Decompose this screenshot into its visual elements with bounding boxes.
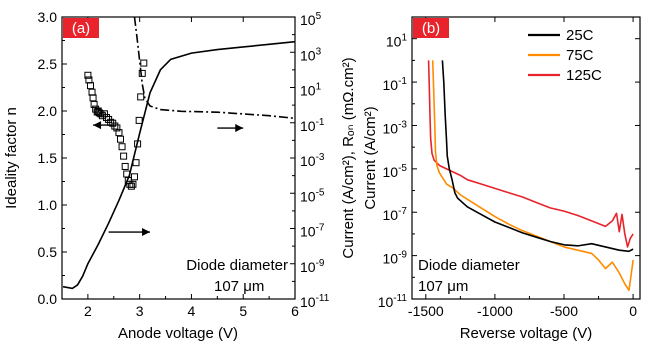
left-y-tick-label: 1.0 <box>38 197 58 213</box>
x-tick-label: 2 <box>84 303 92 319</box>
ideality-factor-marker <box>89 94 97 102</box>
panel-b-tag-box <box>413 18 449 38</box>
series-line-25C <box>441 60 634 253</box>
panel-a-right-y-ticks: 105 103 101 10-1 10-3 10-5 10-7 10-9 10-11 <box>290 11 330 310</box>
ideality-factor-marker <box>135 116 143 124</box>
ideality-factor-marker <box>100 110 108 118</box>
panel-b-tag-text: (b) <box>422 20 440 37</box>
right-y-tick-label: 103 <box>300 46 322 63</box>
ideality-factor-marker <box>93 108 101 116</box>
arrow-right-axis-ron-head <box>235 124 244 133</box>
ideality-factor-marker <box>118 143 126 151</box>
series-line-125C <box>427 60 634 248</box>
panel-a-x-ticks: 2 3 4 5 6 <box>61 17 299 319</box>
right-y-tick-label: 10-7 <box>300 223 325 240</box>
panel-a: 2 3 4 5 6 0.0 0.5 1.0 1.5 2.0 2.5 3.0 105 103 101 10-… <box>3 9 357 342</box>
arrow-right-axis-current-head <box>142 228 151 237</box>
legend-label-25C: 25C <box>566 27 594 44</box>
x-tick-label: 4 <box>188 303 196 319</box>
left-y-tick-label: 0.5 <box>38 244 58 260</box>
ideality-factor-marker <box>88 88 96 96</box>
ideality-factor-marker <box>137 93 145 101</box>
panel-b: -1500 -1000 -500 0 10110-110-310-510-710-91… <box>362 16 641 342</box>
y-tick-label: 10-7 <box>383 206 408 223</box>
ideality-factor-marker <box>111 122 119 130</box>
ideality-factor-marker <box>138 69 146 77</box>
ideality-factor-marker <box>120 152 128 160</box>
ideality-factor-marker <box>103 114 111 122</box>
y-tick-label: 10-5 <box>383 163 408 180</box>
panel-b-y-ticks: 101 10-1 10-3 10-5 10-7 10-9 10-11 <box>378 33 640 310</box>
left-y-tick-label: 3.0 <box>38 9 58 25</box>
x-tick-label: -500 <box>550 303 578 319</box>
panel-a-left-y-ticks: 0.0 0.5 1.0 1.5 2.0 2.5 3.0 <box>38 9 67 307</box>
right-y-tick-label: 10-1 <box>300 117 325 134</box>
panel-a-annotation-line-2: 107 μm <box>214 278 264 295</box>
panel-b-annotation-line-1: Diode diameter <box>418 257 520 274</box>
panel-a-x-axis-title: Anode voltage (V) <box>118 325 238 342</box>
legend-label-75C: 75C <box>566 47 594 64</box>
ideality-factor-marker <box>121 162 129 170</box>
y-tick-label: 10-11 <box>378 293 408 310</box>
left-y-tick-label: 2.0 <box>38 103 58 119</box>
panel-b-legend: 25C 75C 125C <box>528 27 602 84</box>
panel-b-series <box>427 60 634 292</box>
panel-a-tag-text: (a) <box>72 20 90 37</box>
x-tick-label: 3 <box>136 303 144 319</box>
ideality-factor-marker <box>115 129 123 137</box>
panel-a-left-axis-title: Ideality factor n <box>3 107 20 209</box>
panel-a-tag: (a) <box>63 18 99 38</box>
panel-b-plot-frame <box>411 16 641 300</box>
ideality-factor-marker <box>140 59 148 67</box>
ideality-factor-marker <box>84 71 92 79</box>
ron-line <box>133 16 296 120</box>
panel-b-x-axis-title: Reverse voltage (V) <box>460 325 593 342</box>
panel-a-annotation-line-1: Diode diameter <box>186 257 288 274</box>
ideality-factor-marker <box>130 173 138 181</box>
right-y-tick-label: 105 <box>300 11 322 28</box>
right-y-tick-label: 10-5 <box>300 187 325 204</box>
panel-b-y-axis-title: Current (A/cm²) <box>362 106 379 209</box>
left-y-tick-label: 0.0 <box>38 291 58 307</box>
current-density-line <box>62 40 296 290</box>
y-tick-label: 10-9 <box>383 250 408 267</box>
panel-a-tag-box <box>63 18 99 38</box>
ideality-factor-marker <box>98 112 106 120</box>
ideality-factor-marker <box>90 100 98 108</box>
panel-a-right-axis-title: Current (A/cm²), Rₒₙ (mΩ.cm²) <box>340 57 357 258</box>
panel-b-annotation-line-2: 107 μm <box>418 278 468 295</box>
panel-b-tag: (b) <box>413 18 449 38</box>
x-tick-label: -1000 <box>477 303 513 319</box>
left-y-tick-label: 2.5 <box>38 56 58 72</box>
panel-a-arrows <box>93 121 244 237</box>
y-tick-label: 10-3 <box>383 119 408 136</box>
arrow-left-axis-head <box>93 121 102 130</box>
x-tick-label: 6 <box>291 303 299 319</box>
right-y-tick-label: 10-3 <box>300 152 325 169</box>
panel-a-series <box>62 16 296 290</box>
ideality-factor-marker <box>113 124 121 132</box>
series-line-75C <box>431 60 634 292</box>
ideality-factor-marker <box>127 182 135 190</box>
y-tick-label: 101 <box>386 33 408 50</box>
right-y-tick-label: 10-11 <box>300 293 330 310</box>
right-y-tick-label: 10-9 <box>300 258 325 275</box>
y-tick-label: 10-1 <box>383 76 408 93</box>
right-y-tick-label: 101 <box>300 82 322 99</box>
x-tick-label: -1500 <box>408 303 444 319</box>
x-tick-label: 5 <box>239 303 247 319</box>
panel-b-x-ticks: -1500 -1000 -500 0 <box>408 17 637 319</box>
legend-label-125C: 125C <box>566 67 602 84</box>
ideality-factor-marker <box>129 180 137 188</box>
x-tick-label: 0 <box>629 303 637 319</box>
left-y-tick-label: 1.5 <box>38 150 58 166</box>
ideality-factor-marker <box>86 82 94 90</box>
ideality-factor-marker <box>117 135 125 143</box>
ideality-factor-marker <box>132 159 140 167</box>
ideality-factor-marker <box>97 110 105 118</box>
